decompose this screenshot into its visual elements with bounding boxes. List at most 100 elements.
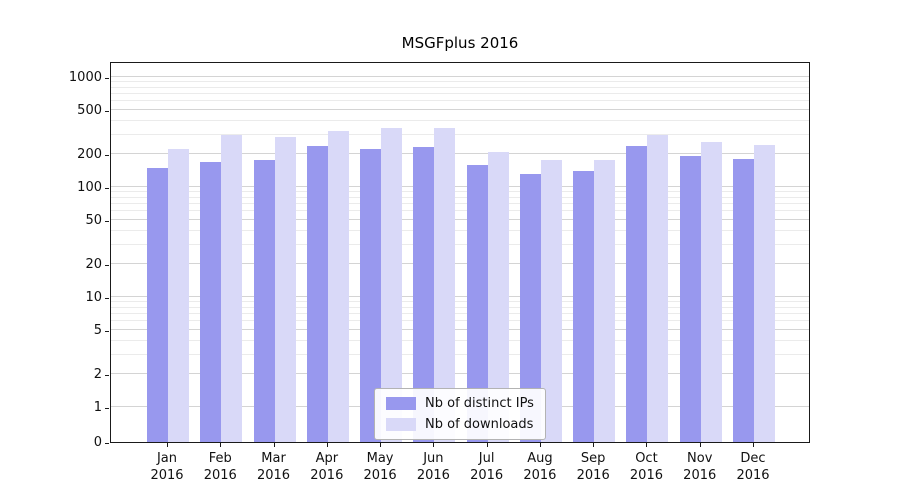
x-tick-mark-aug	[539, 443, 541, 447]
y-tick-mark-200	[105, 154, 109, 156]
x-tick-label-month: Dec	[740, 451, 766, 466]
x-tick-label-month: Jun	[423, 451, 444, 466]
gridline-major	[111, 109, 809, 111]
bar-downloads-jul	[487, 151, 509, 442]
x-tick-mark-mar	[273, 443, 275, 447]
legend-label-downloads: Nb of downloads	[425, 417, 534, 432]
bar-downloads-feb	[221, 134, 243, 442]
x-tick-label-month: Aug	[527, 451, 553, 466]
x-tick-label-year: 2016	[576, 468, 610, 483]
y-tick-label-1000: 1000	[68, 70, 102, 85]
x-tick-mark-apr	[326, 443, 328, 447]
gridline-minor	[111, 301, 809, 303]
bar-downloads-apr	[327, 130, 349, 442]
x-tick-mark-dec	[753, 443, 754, 447]
bar-distinct-ips-jul	[466, 164, 488, 442]
gridline-minor	[111, 243, 809, 245]
gridline-minor	[111, 93, 809, 95]
bar-downloads-jun	[434, 127, 456, 442]
x-tick-label-month: Mar	[261, 451, 286, 466]
gridline-major	[111, 219, 809, 221]
gridline-major	[111, 76, 809, 77]
x-tick-label-jul: Jul 2016	[457, 450, 517, 484]
bar-distinct-ips-feb	[200, 161, 222, 442]
y-tick-label-50: 50	[85, 213, 102, 229]
x-tick-label-month: Nov	[687, 451, 713, 466]
y-tick-label-10: 10	[85, 290, 102, 305]
y-tick-mark-100	[105, 188, 109, 189]
gridline-minor	[111, 133, 809, 135]
x-tick-label-aug: Aug 2016	[510, 450, 570, 484]
legend: Nb of distinct IPs Nb of downloads	[374, 388, 546, 440]
bar-downloads-dec	[754, 145, 775, 442]
gridline-minor	[111, 196, 809, 198]
x-tick-label-year: 2016	[363, 468, 397, 483]
x-tick-mark-jan	[167, 443, 168, 447]
chart-title: MSGFplus 2016	[401, 34, 519, 52]
x-tick-label-jan: Jan 2016	[137, 450, 197, 484]
x-tick-label-month: Oct	[635, 451, 658, 466]
y-tick-mark-1000	[105, 78, 109, 79]
x-tick-label-may: May 2016	[350, 450, 410, 484]
y-tick-mark-0	[105, 443, 109, 444]
x-tick-label-sep: Sep 2016	[563, 450, 623, 484]
y-tick-label-5: 5	[93, 323, 102, 339]
legend-swatch-distinct-ips	[386, 397, 416, 410]
y-tick-label-1: 1	[93, 400, 102, 415]
gridline-minor	[111, 210, 809, 212]
gridline-minor	[111, 86, 809, 88]
bar-distinct-ips-jun	[413, 147, 435, 442]
x-tick-label-month: Jul	[478, 451, 495, 466]
bar-downloads-may	[381, 127, 403, 442]
legend-item-downloads: Nb of downloads	[386, 417, 534, 432]
x-tick-label-mar: Mar 2016	[244, 450, 304, 484]
x-tick-label-apr: Apr 2016	[297, 450, 357, 484]
gridline-major	[111, 372, 809, 374]
y-tick-mark-500	[105, 111, 109, 113]
bar-distinct-ips-nov	[679, 156, 701, 442]
x-tick-label-year: 2016	[523, 468, 557, 483]
gridline-major	[111, 296, 809, 297]
legend-swatch-downloads	[386, 418, 416, 431]
y-tick-label-100: 100	[77, 180, 102, 195]
y-tick-mark-20	[105, 264, 109, 266]
x-tick-label-year: 2016	[416, 468, 450, 483]
gridline-minor	[111, 191, 809, 193]
x-tick-mark-nov	[699, 443, 701, 447]
x-tick-mark-jul	[486, 443, 488, 447]
x-tick-label-oct: Oct 2016	[616, 450, 676, 484]
x-tick-mark-jun	[433, 443, 435, 447]
legend-item-distinct-ips: Nb of distinct IPs	[386, 396, 534, 411]
gridline-major	[111, 186, 809, 187]
y-tick-mark-10	[105, 298, 109, 299]
legend-label-distinct-ips: Nb of distinct IPs	[425, 396, 534, 411]
plot-area	[110, 62, 810, 443]
x-tick-label-year: 2016	[310, 468, 344, 483]
x-tick-label-year: 2016	[629, 468, 663, 483]
x-tick-label-month: Feb	[208, 451, 232, 466]
y-tick-label-0: 0	[93, 435, 102, 450]
x-tick-label-nov: Nov 2016	[670, 450, 730, 484]
x-tick-label-month: Jan	[156, 451, 178, 466]
bar-distinct-ips-dec	[733, 158, 754, 442]
y-tick-mark-2	[105, 374, 109, 376]
bar-distinct-ips-oct	[626, 146, 648, 442]
x-tick-label-year: 2016	[470, 468, 504, 483]
x-tick-label-year: 2016	[150, 468, 184, 483]
gridline-minor	[111, 353, 809, 355]
gridline-minor	[111, 100, 809, 102]
gridline-minor	[111, 81, 809, 83]
x-tick-mark-oct	[646, 443, 648, 447]
y-tick-mark-1	[105, 408, 109, 409]
bar-distinct-ips-mar	[253, 160, 275, 442]
gridline-minor	[111, 119, 809, 121]
x-tick-label-month: Sep	[580, 451, 606, 466]
gridline-minor	[111, 229, 809, 231]
bar-downloads-jan	[168, 149, 189, 442]
gridline-minor	[111, 313, 809, 315]
gridline-major	[111, 152, 809, 154]
bar-distinct-ips-apr	[306, 146, 328, 442]
bar-distinct-ips-may	[360, 149, 382, 442]
gridline-major	[111, 262, 809, 264]
bar-downloads-mar	[274, 136, 296, 442]
